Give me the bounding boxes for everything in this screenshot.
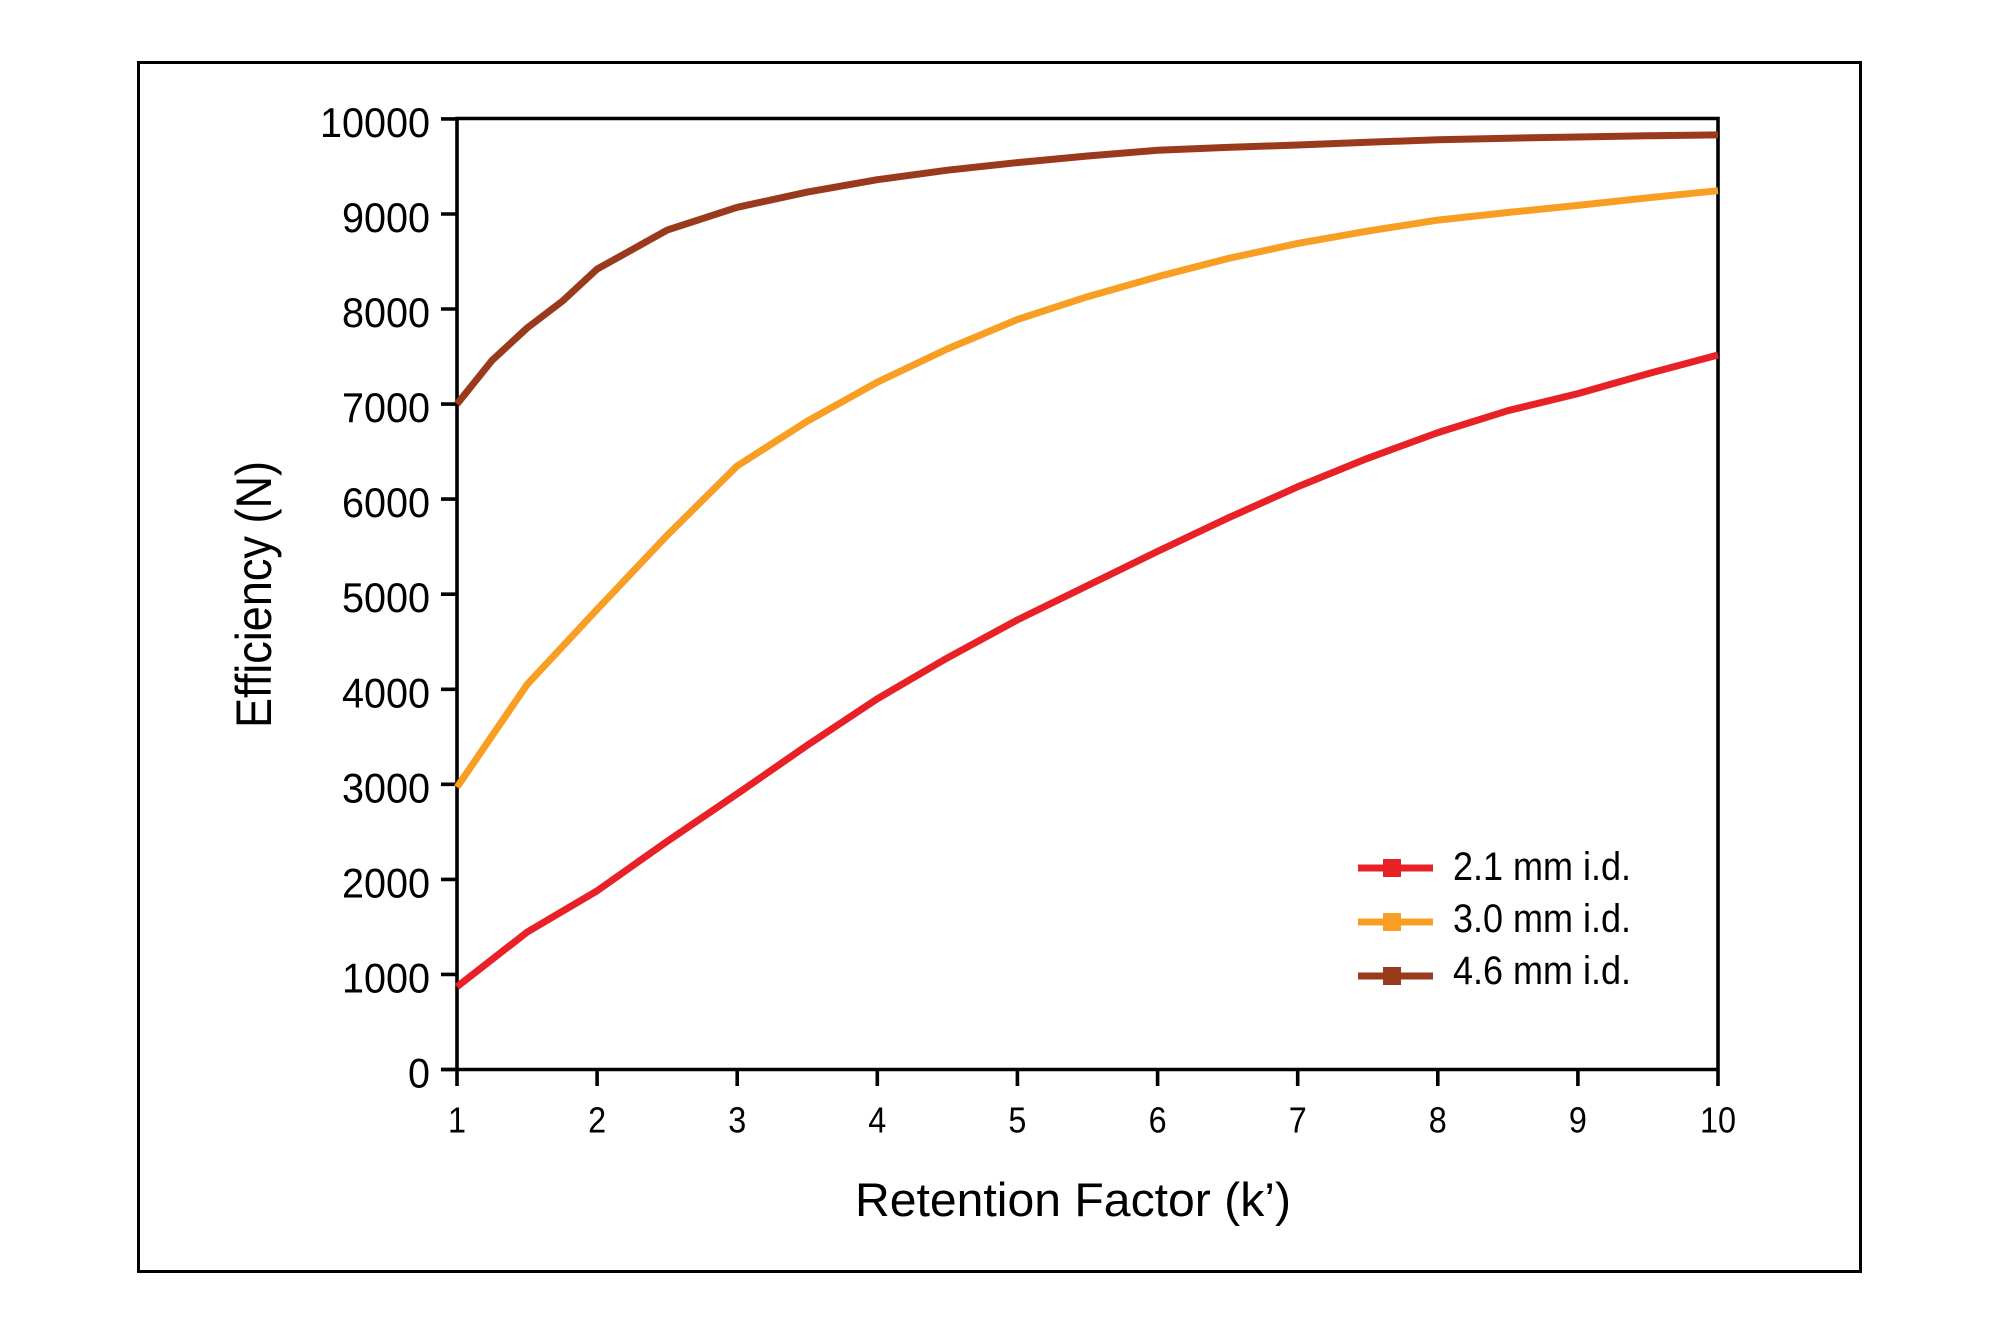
svg-text:10: 10 [1700, 1100, 1736, 1141]
svg-text:5000: 5000 [342, 574, 430, 621]
svg-text:6: 6 [1149, 1100, 1167, 1141]
svg-text:4.6 mm i.d.: 4.6 mm i.d. [1453, 949, 1631, 993]
svg-text:2.1 mm i.d.: 2.1 mm i.d. [1453, 845, 1631, 889]
svg-text:0: 0 [408, 1050, 430, 1097]
svg-text:3.0 mm i.d.: 3.0 mm i.d. [1453, 897, 1631, 941]
svg-text:1: 1 [448, 1100, 466, 1141]
svg-text:4: 4 [868, 1100, 886, 1141]
svg-text:8: 8 [1429, 1100, 1447, 1141]
svg-text:2: 2 [588, 1100, 606, 1141]
svg-text:10000: 10000 [320, 99, 430, 146]
svg-text:6000: 6000 [342, 479, 430, 526]
svg-text:3000: 3000 [342, 764, 430, 811]
svg-text:7: 7 [1289, 1100, 1307, 1141]
svg-text:9: 9 [1569, 1100, 1587, 1141]
svg-text:7000: 7000 [342, 384, 430, 431]
svg-text:1000: 1000 [342, 954, 430, 1001]
svg-text:Retention Factor (k’): Retention Factor (k’) [855, 1173, 1291, 1226]
svg-text:Efficiency (N): Efficiency (N) [226, 461, 282, 728]
svg-text:2000: 2000 [342, 859, 430, 906]
svg-text:9000: 9000 [342, 194, 430, 241]
svg-text:8000: 8000 [342, 289, 430, 336]
svg-text:3: 3 [728, 1100, 746, 1141]
svg-text:4000: 4000 [342, 669, 430, 716]
svg-text:5: 5 [1008, 1100, 1026, 1141]
